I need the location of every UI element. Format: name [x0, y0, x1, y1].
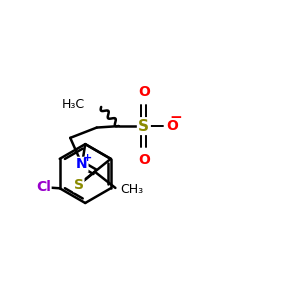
Text: O: O [138, 85, 150, 99]
Text: +: + [83, 153, 92, 163]
Text: S: S [74, 178, 84, 192]
Text: N: N [76, 158, 88, 171]
Text: −: − [169, 110, 182, 125]
Text: Cl: Cl [36, 180, 51, 194]
Text: O: O [166, 119, 178, 133]
Text: CH₃: CH₃ [120, 183, 143, 196]
Text: O: O [138, 153, 150, 167]
Text: H₃C: H₃C [62, 98, 85, 110]
Text: S: S [138, 118, 149, 134]
